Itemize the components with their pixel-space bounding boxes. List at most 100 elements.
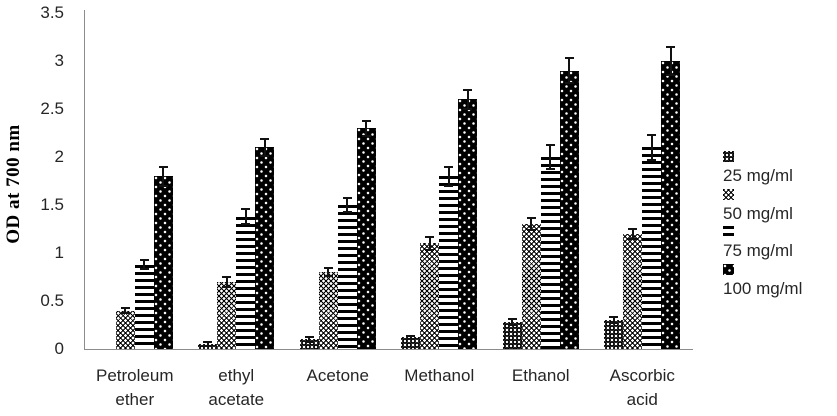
error-bar <box>124 307 127 314</box>
error-bar <box>162 166 165 186</box>
error-bar <box>466 89 469 109</box>
error-bar-cap <box>323 275 333 278</box>
category-label-line: acetate <box>208 390 265 409</box>
x-axis-line <box>84 349 693 350</box>
error-bar <box>549 145 552 169</box>
error-bar-cap <box>342 197 352 200</box>
error-bar-cap <box>158 184 168 187</box>
error-bar-cap <box>361 134 371 137</box>
error-bar-cap <box>406 334 416 337</box>
error-bar-cap <box>444 165 454 168</box>
category-label: Ethanol <box>486 364 596 388</box>
error-bar <box>244 208 247 225</box>
error-bar <box>568 58 571 84</box>
category-label: Methanol <box>384 364 494 388</box>
error-bar-cap <box>203 341 213 344</box>
bar <box>521 224 541 349</box>
legend-swatch-diagonal-crosshatch-icon <box>723 188 734 200</box>
error-bar-cap <box>260 137 270 140</box>
error-bar <box>650 134 653 160</box>
bar <box>318 272 338 349</box>
category-label: Petroleum ether <box>80 364 190 412</box>
bar <box>420 243 440 349</box>
error-bar-cap <box>222 285 232 288</box>
error-bar-cap <box>647 158 657 161</box>
y-tick-label: 1 <box>54 243 64 262</box>
error-bar-cap <box>139 258 149 261</box>
error-bar-cap <box>304 341 314 344</box>
bar <box>458 99 478 349</box>
bar <box>623 233 643 349</box>
bar <box>661 61 681 349</box>
error-bar-cap <box>545 167 555 170</box>
legend-item-label: 25 mg/ml <box>723 166 793 185</box>
error-bar-cap <box>666 74 676 77</box>
error-bar-cap <box>666 45 676 48</box>
bar <box>604 320 624 349</box>
legend-swatch-open-circles-icon <box>723 151 734 162</box>
error-bar-cap <box>507 318 517 321</box>
error-bar-cap <box>507 324 517 326</box>
error-bar-cap <box>304 335 314 338</box>
error-bar-cap <box>647 133 657 136</box>
bar <box>559 70 579 349</box>
legend-item: 100 mg/ml <box>723 261 802 298</box>
error-bar-cap <box>628 237 638 240</box>
error-bar <box>143 259 146 270</box>
legend-item-label: 100 mg/ml <box>723 278 803 298</box>
error-bar-cap <box>139 268 149 271</box>
bar <box>134 264 154 349</box>
bar <box>337 205 357 349</box>
error-bar-cap <box>158 165 168 168</box>
legend-item: 75 mg/ml <box>723 223 793 260</box>
error-bar <box>631 229 634 239</box>
error-bar-cap <box>361 119 371 122</box>
bar <box>642 147 662 349</box>
category-label-line: ethyl <box>218 366 255 385</box>
error-bar <box>511 319 514 325</box>
error-bar-cap <box>526 228 536 231</box>
bar <box>502 322 522 349</box>
legend-item: 50 mg/ml <box>723 186 793 223</box>
y-tick-label: 3.5 <box>40 3 64 22</box>
error-bar <box>428 236 431 251</box>
category-label-line: Ethanol <box>511 366 570 385</box>
error-bar-cap <box>545 144 555 147</box>
category-label-line: Methanol <box>404 366 475 385</box>
error-bar <box>409 335 412 340</box>
bar <box>153 176 173 349</box>
legend-item: 25 mg/ml <box>723 148 793 185</box>
error-bar-cap <box>564 57 574 60</box>
error-bar <box>206 342 209 347</box>
category-label-line: Petroleum <box>96 366 174 385</box>
y-tick-label: 0.5 <box>40 291 64 310</box>
error-bar <box>669 46 672 76</box>
y-axis-line <box>84 10 85 350</box>
error-bar-cap <box>609 316 619 319</box>
error-bar-cap <box>425 235 435 238</box>
bar <box>255 147 275 349</box>
error-bar <box>365 120 368 136</box>
category-label: ethyl acetate <box>181 364 291 412</box>
error-bar-cap <box>222 276 232 278</box>
y-tick-label: 3 <box>54 51 64 70</box>
legend-swatch-horizontal-stripes-icon <box>723 226 734 237</box>
error-bar <box>447 166 450 186</box>
error-bar <box>225 277 228 287</box>
category-label: Ascorbic acid <box>587 364 697 412</box>
category-label-line: Acetone <box>306 366 369 385</box>
error-bar-cap <box>203 345 213 348</box>
error-bar-cap <box>463 108 473 110</box>
error-bar-cap <box>406 338 416 341</box>
y-axis-title: OD at 700 nm <box>3 124 24 244</box>
bar <box>401 337 421 349</box>
error-bar <box>346 198 349 212</box>
category-label-line: acid <box>626 390 658 409</box>
y-tick-label: 2.5 <box>40 99 64 118</box>
error-bar <box>263 138 266 157</box>
error-bar-cap <box>444 184 454 187</box>
error-bar-cap <box>260 155 270 158</box>
bar <box>115 310 135 349</box>
error-bar-cap <box>526 217 536 220</box>
